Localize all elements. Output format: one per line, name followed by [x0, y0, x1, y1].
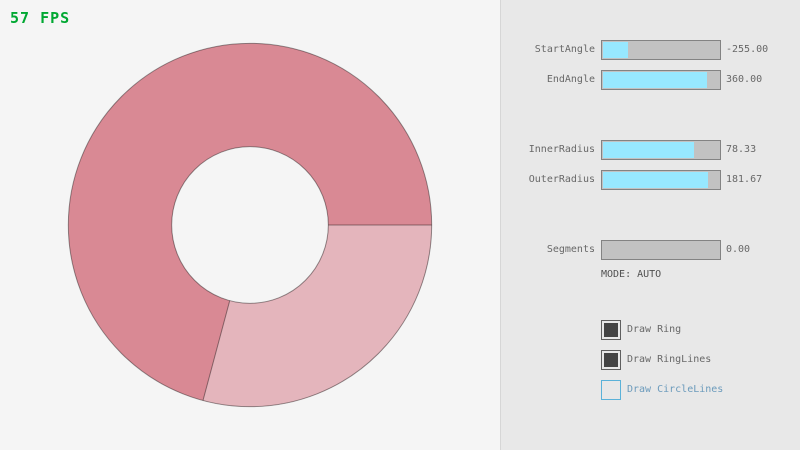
segments-mode-label: MODE: AUTO	[601, 269, 662, 280]
slider-startangle[interactable]	[601, 40, 721, 60]
ring-single-region	[202, 225, 432, 407]
slider-row-outerradius: OuterRadius 181.67	[501, 170, 800, 190]
slider-row-segments: Segments 0.00	[501, 240, 800, 260]
ring-outline-inner	[171, 146, 329, 304]
checkbox-draw-ring[interactable]	[601, 320, 621, 340]
slider-row-startangle: StartAngle -255.00	[501, 40, 800, 60]
slider-fill	[603, 172, 708, 188]
checkbox-label: Draw RingLines	[627, 354, 712, 365]
fps-counter: 57 FPS	[10, 9, 71, 27]
checkbox-label: Draw Ring	[627, 324, 682, 335]
checkbox-check-mark	[604, 323, 618, 337]
slider-fill	[603, 42, 628, 58]
slider-label: EndAngle	[546, 74, 595, 85]
slider-innerradius[interactable]	[601, 140, 721, 160]
slider-value: 360.00	[726, 74, 763, 85]
slider-endangle[interactable]	[601, 70, 721, 90]
slider-row-endangle: EndAngle 360.00	[501, 70, 800, 90]
slider-label: StartAngle	[534, 44, 595, 55]
ring-capline-start	[202, 300, 231, 401]
checkbox-draw-circlelines[interactable]	[601, 380, 621, 400]
slider-value: 0.00	[726, 244, 751, 255]
slider-value: 181.67	[726, 174, 763, 185]
slider-value: -255.00	[726, 44, 769, 55]
control-panel: StartAngle -255.00 EndAngle 360.00 InnerRadi…	[500, 0, 800, 450]
checkbox-draw-ringlines[interactable]	[601, 350, 621, 370]
checkbox-row-draw-ring: Draw Ring	[601, 320, 681, 340]
ring-canvas	[67, 42, 433, 408]
slider-label: Segments	[546, 244, 595, 255]
ring-outline-outer	[67, 42, 433, 408]
slider-label: OuterRadius	[528, 174, 595, 185]
slider-segments[interactable]	[601, 240, 721, 260]
checkbox-row-draw-circlelines: Draw CircleLines	[601, 380, 723, 400]
slider-value: 78.33	[726, 144, 757, 155]
slider-fill	[603, 142, 694, 158]
slider-fill	[603, 72, 707, 88]
slider-outerradius[interactable]	[601, 170, 721, 190]
checkbox-label: Draw CircleLines	[627, 384, 724, 395]
checkbox-check-mark	[604, 353, 618, 367]
slider-row-innerradius: InnerRadius 78.33	[501, 140, 800, 160]
slider-label: InnerRadius	[528, 144, 595, 155]
ring-hole	[171, 146, 329, 304]
checkbox-row-draw-ringlines: Draw RingLines	[601, 350, 711, 370]
